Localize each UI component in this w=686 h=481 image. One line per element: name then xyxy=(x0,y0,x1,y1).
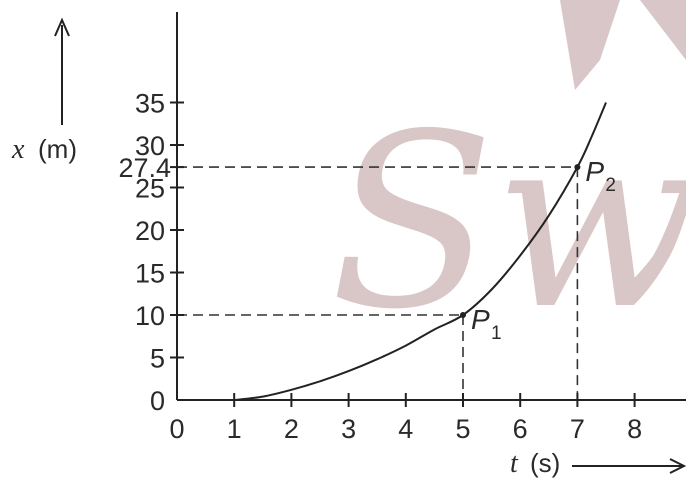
watermark-logo-shape xyxy=(560,0,686,90)
x-tick-label: 3 xyxy=(341,414,356,444)
y-axis-unit: (m) xyxy=(38,134,77,164)
y-tick-label: 35 xyxy=(135,89,165,119)
point-label-p1: P xyxy=(471,304,490,335)
series-line-1 xyxy=(234,102,607,401)
point-sub-p1: 1 xyxy=(491,323,502,344)
x-tick-label: 0 xyxy=(169,414,184,444)
x-axis-arrow-head xyxy=(669,458,686,474)
x-tick-label: 4 xyxy=(398,414,413,444)
x-tick-label: 5 xyxy=(455,414,470,444)
y-special-tick-label: 27.4 xyxy=(118,153,171,183)
axes xyxy=(176,12,686,401)
point-sub-p2: 2 xyxy=(605,175,616,196)
guide-lines xyxy=(177,166,579,400)
points-layer: P 1P 2 xyxy=(460,156,616,344)
watermark-text: Swott xyxy=(330,82,686,362)
point-p1 xyxy=(460,312,466,318)
ticks: 0 1 2 3 4 5 6 7 8 0 5 10 15 20 25 30 35 27.4 xyxy=(118,89,642,445)
x-axis-label-group: t (s) xyxy=(510,448,686,479)
y-tick-label: 0 xyxy=(150,386,165,416)
y-tick-label: 15 xyxy=(135,259,165,289)
y-axis-variable: x xyxy=(11,134,25,165)
y-tick-label: 30 xyxy=(135,131,165,161)
y-tick-label: 10 xyxy=(135,301,165,331)
y-tick-label: 5 xyxy=(150,344,165,374)
y-axis-label-group: x (m) xyxy=(11,17,77,165)
point-p2 xyxy=(574,164,581,171)
x-tick-label: 6 xyxy=(513,414,528,444)
x-axis-unit: (s) xyxy=(530,448,560,478)
x-axis-variable: t xyxy=(510,448,519,479)
point-label-p2: P xyxy=(585,156,604,187)
y-tick-label: 25 xyxy=(135,174,165,204)
y-axis-arrow-head xyxy=(54,17,70,37)
x-tick-label: 7 xyxy=(570,414,585,444)
x-tick-label: 1 xyxy=(227,414,242,444)
y-tick-label: 20 xyxy=(135,216,165,246)
series-layer xyxy=(234,102,607,401)
x-tick-label: 2 xyxy=(284,414,299,444)
x-tick-label: 8 xyxy=(627,414,642,444)
